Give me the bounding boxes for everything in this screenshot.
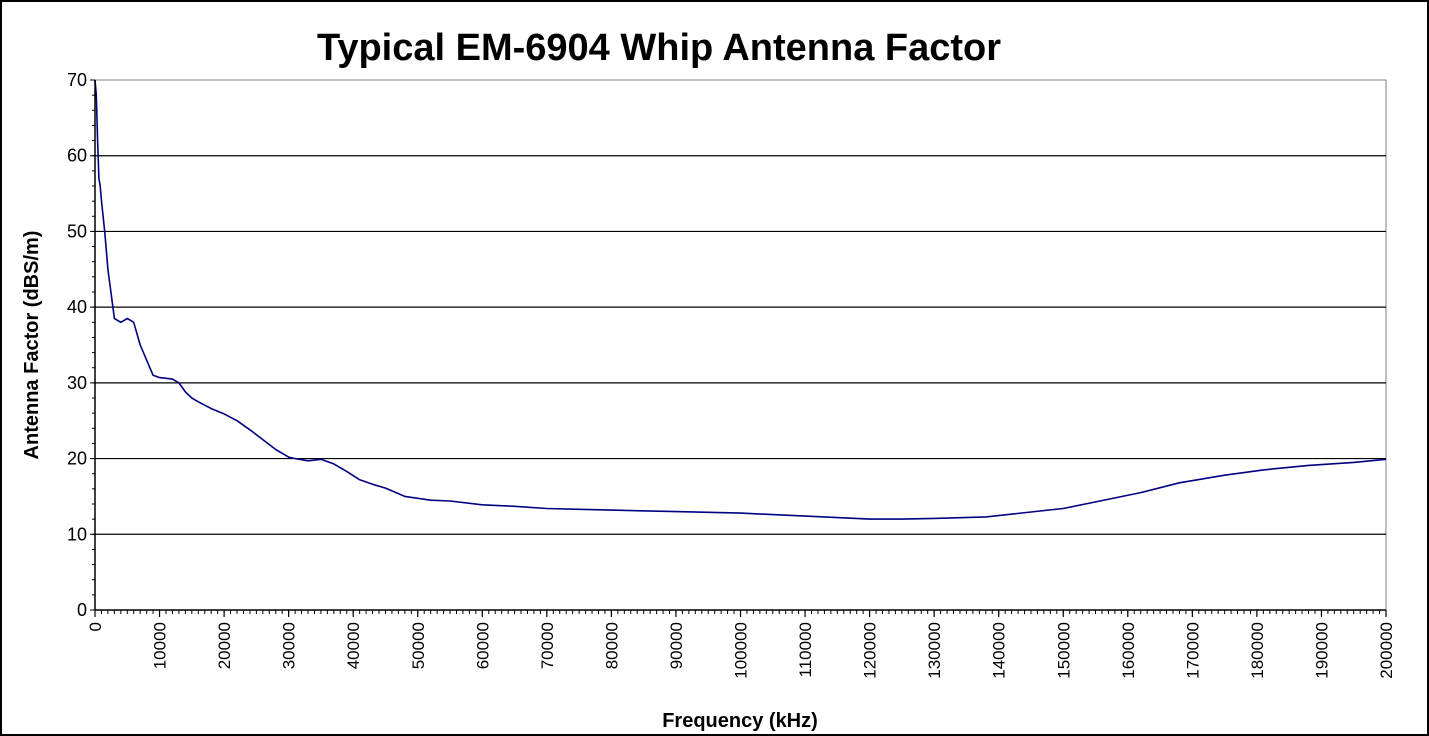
x-axis-label: Frequency (kHz)	[662, 710, 818, 732]
x-axis-ticks: 0 10000 20000 30000 40000 50000 60000 70000 8000…	[86, 610, 1396, 679]
x-tick-label: 40000	[344, 622, 363, 669]
x-tick-label: 170000	[1183, 622, 1202, 679]
grid-lines	[95, 155, 1386, 535]
y-tick-label: 20	[67, 449, 87, 469]
x-tick-label: 150000	[1054, 622, 1073, 679]
x-tick-label: 0	[86, 622, 105, 631]
x-tick-label: 30000	[280, 622, 299, 669]
x-tick-label: 120000	[861, 622, 880, 679]
x-tick-label: 190000	[1312, 622, 1331, 679]
x-tick-label: 60000	[473, 622, 492, 669]
x-tick-label: 80000	[602, 622, 621, 669]
x-tick-label: 100000	[732, 622, 751, 679]
x-tick-label: 200000	[1377, 622, 1396, 679]
y-axis-ticks: 0 10 20 30 40 50 60 70	[67, 70, 95, 620]
y-tick-label: 10	[67, 524, 87, 544]
y-tick-label: 50	[67, 221, 87, 241]
y-tick-label: 70	[67, 70, 87, 90]
x-tick-label: 180000	[1248, 622, 1267, 679]
y-tick-label: 30	[67, 373, 87, 393]
series-line-0	[94, 79, 1387, 520]
series-group	[94, 79, 1387, 520]
y-tick-label: 60	[67, 146, 87, 166]
y-tick-label: 40	[67, 297, 87, 317]
plot-area	[94, 79, 1387, 611]
x-tick-label: 70000	[538, 622, 557, 669]
y-axis-label: Antenna Factor (dBS/m)	[21, 231, 43, 460]
x-tick-label: 20000	[215, 622, 234, 669]
chart-title: Typical EM-6904 Whip Antenna Factor	[317, 27, 1001, 69]
x-tick-label: 140000	[990, 622, 1009, 679]
x-tick-label: 110000	[796, 622, 815, 677]
y-tick-label: 0	[77, 600, 87, 620]
x-tick-label: 130000	[925, 622, 944, 679]
x-tick-label: 160000	[1119, 622, 1138, 679]
x-tick-label: 50000	[409, 622, 428, 669]
x-tick-label: 90000	[667, 622, 686, 669]
x-tick-label: 10000	[151, 622, 170, 669]
